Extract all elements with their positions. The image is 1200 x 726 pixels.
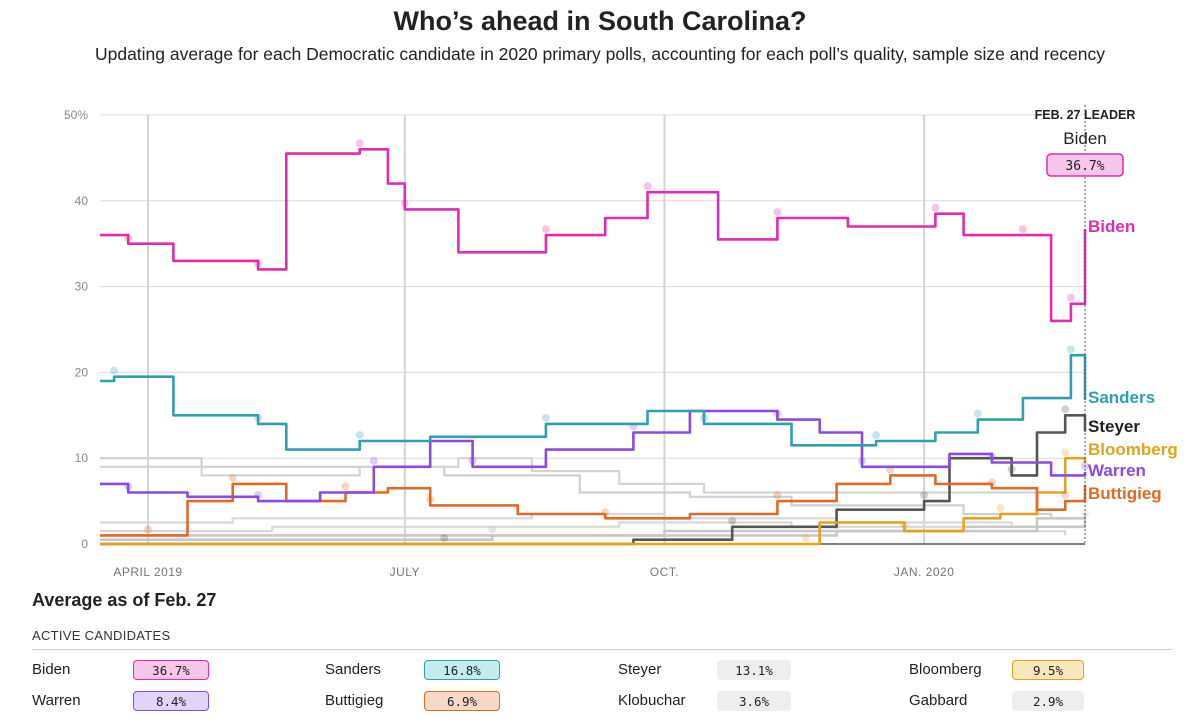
poll-dot-buttigieg bbox=[987, 478, 996, 487]
candidate-name-gabbard: Gabbard bbox=[909, 692, 968, 709]
poll-dot-biden bbox=[931, 203, 940, 212]
poll-dot-steyer bbox=[1007, 465, 1016, 474]
chart-title: Who’s ahead in South Carolina? bbox=[393, 6, 807, 36]
candidate-value-bloomberg: 9.5% bbox=[1012, 660, 1084, 680]
poll-dot-biden bbox=[1018, 225, 1027, 234]
x-tick-label: JAN. 2020 bbox=[894, 565, 955, 579]
poll-dot-steyer bbox=[1061, 405, 1070, 414]
y-tick-label: 10 bbox=[75, 451, 89, 465]
poll-dot-sanders bbox=[110, 366, 119, 375]
poll-dot-buttigieg bbox=[228, 473, 237, 482]
leader-value: 36.7% bbox=[1065, 159, 1104, 174]
candidate-value-biden: 36.7% bbox=[133, 660, 209, 680]
series-label-warren: Warren bbox=[1088, 461, 1146, 480]
series-line-gabbard bbox=[100, 519, 1087, 541]
chart-subtitle: Updating average for each Democratic can… bbox=[94, 44, 1106, 64]
poll-dot-sanders bbox=[1066, 345, 1075, 354]
poll-dot-steyer bbox=[728, 516, 737, 525]
series-line-biden bbox=[100, 148, 1087, 323]
y-tick-label: 50% bbox=[64, 108, 88, 122]
y-tick-label: 20 bbox=[75, 365, 89, 379]
summary-divider bbox=[32, 649, 1172, 650]
series-line-buttigieg bbox=[100, 474, 1087, 537]
leader-heading: FEB. 27 LEADER bbox=[1035, 108, 1136, 122]
candidate-name-steyer: Steyer bbox=[618, 661, 662, 678]
poll-dot-sanders bbox=[872, 431, 881, 440]
candidate-name-warren: Warren bbox=[32, 692, 81, 709]
inactive-candidate-line bbox=[100, 457, 1039, 502]
series-line-steyer bbox=[100, 414, 1087, 546]
series-label-sanders: Sanders bbox=[1088, 388, 1155, 407]
poll-dot-buttigieg bbox=[341, 482, 350, 491]
poll-dot-buttigieg bbox=[143, 525, 152, 534]
poll-dot-sanders bbox=[541, 413, 550, 422]
candidate-name-biden: Biden bbox=[32, 661, 71, 678]
candidate-value-warren: 8.4% bbox=[133, 691, 209, 711]
poll-dot-warren bbox=[369, 456, 378, 465]
poll-dot-biden bbox=[124, 233, 133, 242]
candidate-value-gabbard: 2.9% bbox=[1012, 691, 1084, 711]
poll-dot-buttigieg bbox=[773, 491, 782, 500]
leader-name: Biden bbox=[1063, 129, 1106, 148]
poll-dot-bloomberg bbox=[900, 521, 909, 530]
candidate-name-sanders: Sanders bbox=[325, 661, 381, 678]
series-label-buttigieg: Buttigieg bbox=[1088, 484, 1162, 503]
series-line-warren bbox=[100, 409, 1087, 503]
polling-average-chart: 50% 40 30 20 10 0 APRIL 2019 JULY OCT. JAN. 2020 B… bbox=[64, 105, 1178, 579]
poll-dot-sanders bbox=[254, 413, 263, 422]
poll-dot-steyer bbox=[920, 491, 929, 500]
x-tick-label: APRIL 2019 bbox=[113, 565, 182, 579]
poll-dot-sanders bbox=[973, 409, 982, 418]
candidate-name-klobuchar: Klobuchar bbox=[618, 692, 686, 709]
candidate-value-klobuchar: 3.6% bbox=[717, 691, 791, 711]
summary-title: Average as of Feb. 27 bbox=[32, 590, 217, 610]
poll-dot-biden bbox=[643, 182, 652, 191]
poll-dot-biden bbox=[400, 199, 409, 208]
poll-dot-gabbard bbox=[488, 525, 497, 534]
candidate-value-steyer: 13.1% bbox=[717, 660, 791, 680]
active-candidates-label: ACTIVE CANDIDATES bbox=[32, 628, 171, 643]
inactive-candidate-line bbox=[100, 521, 1067, 536]
poll-dot-warren bbox=[254, 491, 263, 500]
series-line-sanders bbox=[100, 353, 1087, 451]
inactive-candidate-line bbox=[100, 457, 1053, 519]
poll-dot-buttigieg bbox=[601, 508, 610, 517]
poll-dot-sanders bbox=[355, 431, 364, 440]
y-tick-label: 40 bbox=[75, 194, 89, 208]
poll-dot-biden bbox=[541, 225, 550, 234]
series-label-biden: Biden bbox=[1088, 217, 1135, 236]
y-tick-label: 0 bbox=[81, 537, 88, 551]
series-label-steyer: Steyer bbox=[1088, 417, 1140, 436]
poll-dot-klobuchar bbox=[488, 525, 497, 534]
poll-dot-biden bbox=[1066, 293, 1075, 302]
poll-dot-warren bbox=[987, 452, 996, 461]
inactive-candidate-line bbox=[100, 512, 1013, 527]
leader-value-chip bbox=[1046, 153, 1124, 177]
poll-dot-buttigieg bbox=[426, 495, 435, 504]
y-tick-label: 30 bbox=[75, 280, 89, 294]
poll-dot-warren bbox=[468, 456, 477, 465]
poll-dot-sanders bbox=[699, 413, 708, 422]
poll-dot-biden bbox=[254, 259, 263, 268]
poll-dot-bloomberg bbox=[1061, 448, 1070, 457]
x-tick-label: OCT. bbox=[650, 565, 679, 579]
poll-dot-biden bbox=[355, 139, 364, 148]
poll-dot-bloomberg bbox=[996, 503, 1005, 512]
poll-dot-steyer bbox=[440, 534, 449, 542]
poll-dot-warren bbox=[858, 456, 867, 465]
candidate-name-buttigieg: Buttigieg bbox=[325, 692, 384, 709]
poll-dot-bloomberg bbox=[801, 534, 810, 542]
candidate-value-sanders: 16.8% bbox=[424, 660, 500, 680]
candidate-value-buttigieg: 6.9% bbox=[424, 691, 500, 711]
candidate-name-bloomberg: Bloomberg bbox=[909, 661, 982, 678]
poll-dot-biden bbox=[773, 207, 782, 216]
poll-dot-warren bbox=[773, 409, 782, 418]
poll-dot-buttigieg bbox=[1061, 491, 1070, 500]
poll-dot-warren bbox=[124, 482, 133, 491]
series-label-bloomberg: Bloomberg bbox=[1088, 440, 1178, 459]
x-tick-label: JULY bbox=[390, 565, 420, 579]
